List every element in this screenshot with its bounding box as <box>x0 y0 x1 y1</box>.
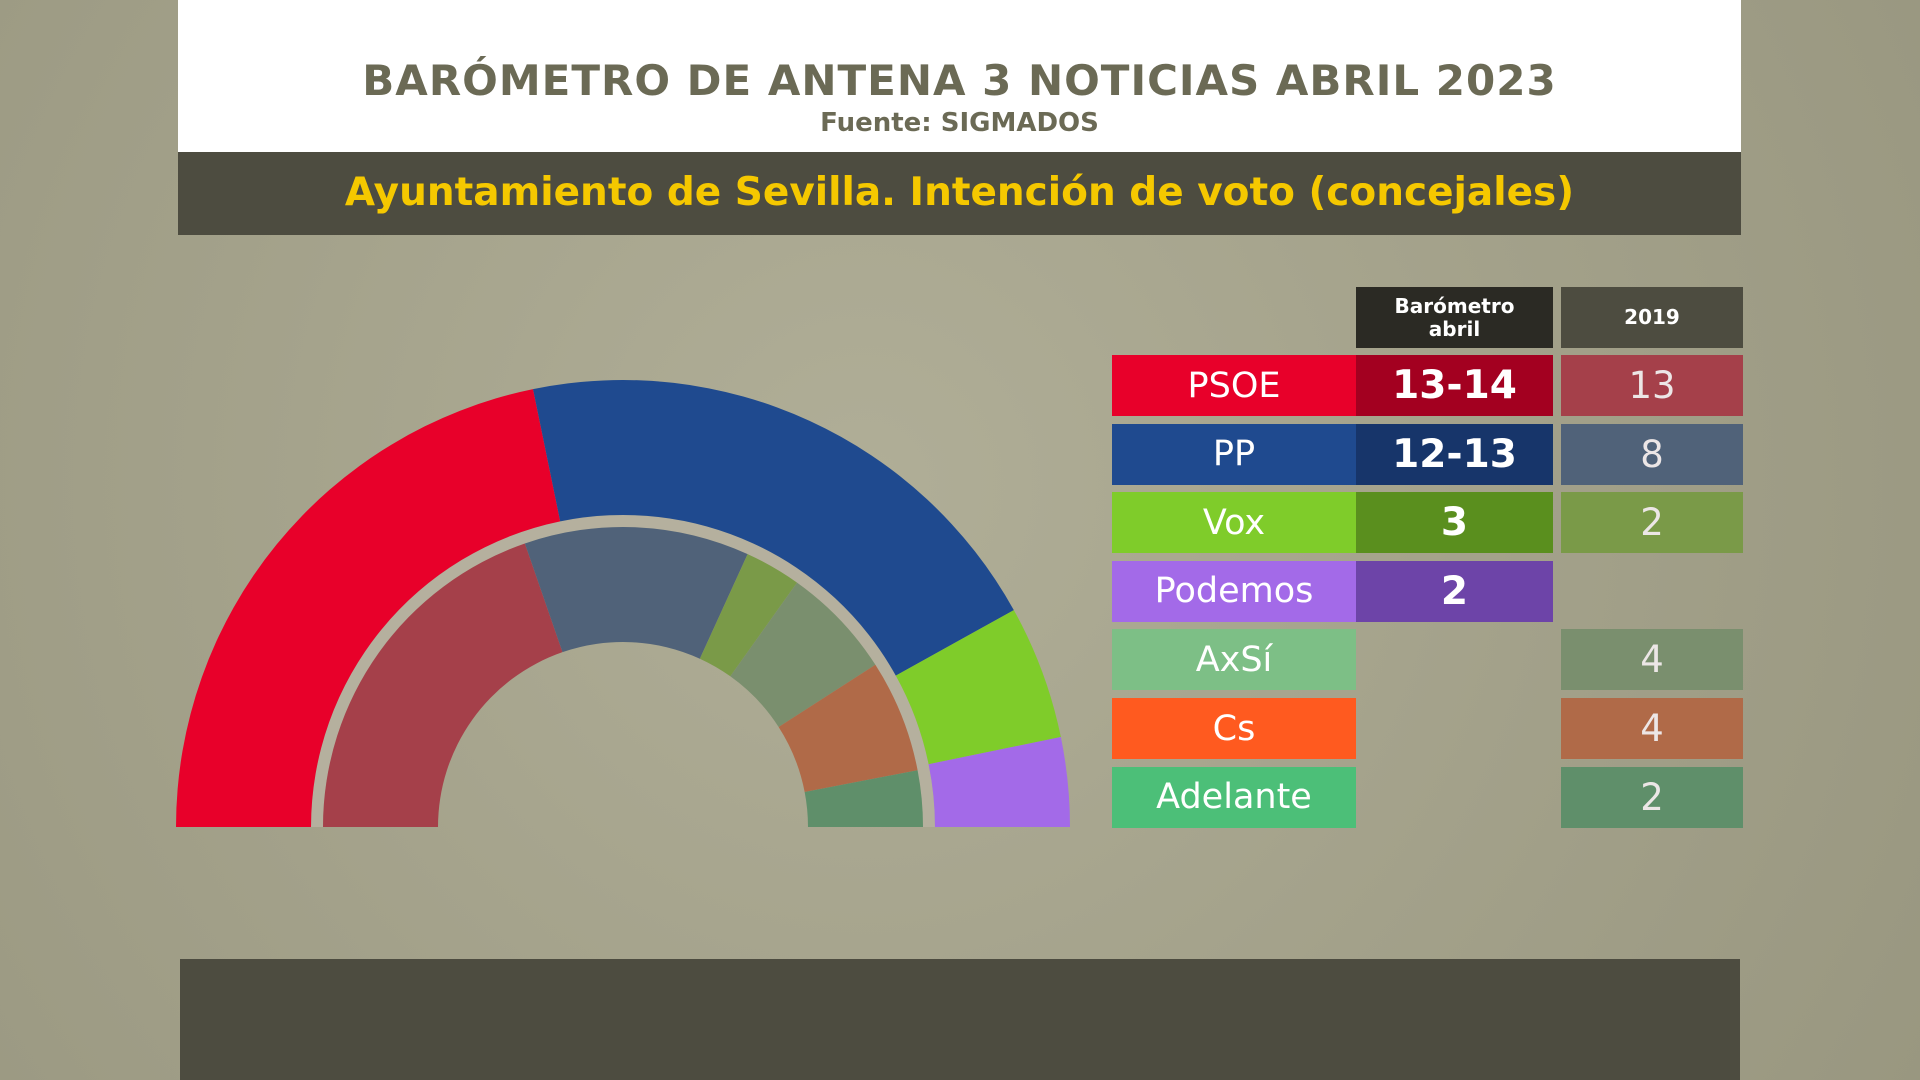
source: Fuente: SIGMADOS <box>820 108 1099 138</box>
column-header: Barómetro abril <box>1356 287 1553 348</box>
seat-value: 4 <box>1561 698 1743 759</box>
seat-value: 13 <box>1561 355 1743 416</box>
party-name: PP <box>1112 423 1356 485</box>
seat-value: 4 <box>1561 629 1743 691</box>
title: BARÓMETRO DE ANTENA 3 NOTICIAS ABRIL 202… <box>362 56 1557 105</box>
seat-arc <box>533 380 1014 676</box>
heading-band: Ayuntamiento de Sevilla. Intención de vo… <box>178 152 1741 235</box>
seat-value: 2 <box>1356 560 1553 622</box>
seat-arc <box>804 770 923 827</box>
seat-arc <box>928 737 1070 827</box>
seat-arc <box>323 543 563 827</box>
seat-value: 8 <box>1561 423 1743 485</box>
seat-arc <box>176 389 561 827</box>
seat-arc <box>778 664 918 792</box>
column-header: 2019 <box>1561 287 1743 348</box>
party-name: PSOE <box>1112 355 1356 416</box>
seat-value: 12-13 <box>1356 423 1553 485</box>
seat-value: 2 <box>1561 492 1743 554</box>
party-name: Vox <box>1112 492 1356 554</box>
footer-band <box>180 959 1740 1080</box>
party-name: Cs <box>1112 698 1356 759</box>
party-name: AxSí <box>1112 629 1356 691</box>
heading: Ayuntamiento de Sevilla. Intención de vo… <box>344 170 1575 215</box>
header: BARÓMETRO DE ANTENA 3 NOTICIAS ABRIL 202… <box>178 0 1741 152</box>
seat-arc <box>699 554 798 677</box>
seat-value: 2 <box>1561 766 1743 828</box>
seat-arc <box>524 527 748 659</box>
party-name: Adelante <box>1112 766 1356 828</box>
seat-value: 3 <box>1356 492 1553 554</box>
seat-arc <box>730 582 876 727</box>
party-name: Podemos <box>1112 560 1356 622</box>
seat-arc <box>895 610 1061 765</box>
seat-value: 13-14 <box>1356 355 1553 416</box>
